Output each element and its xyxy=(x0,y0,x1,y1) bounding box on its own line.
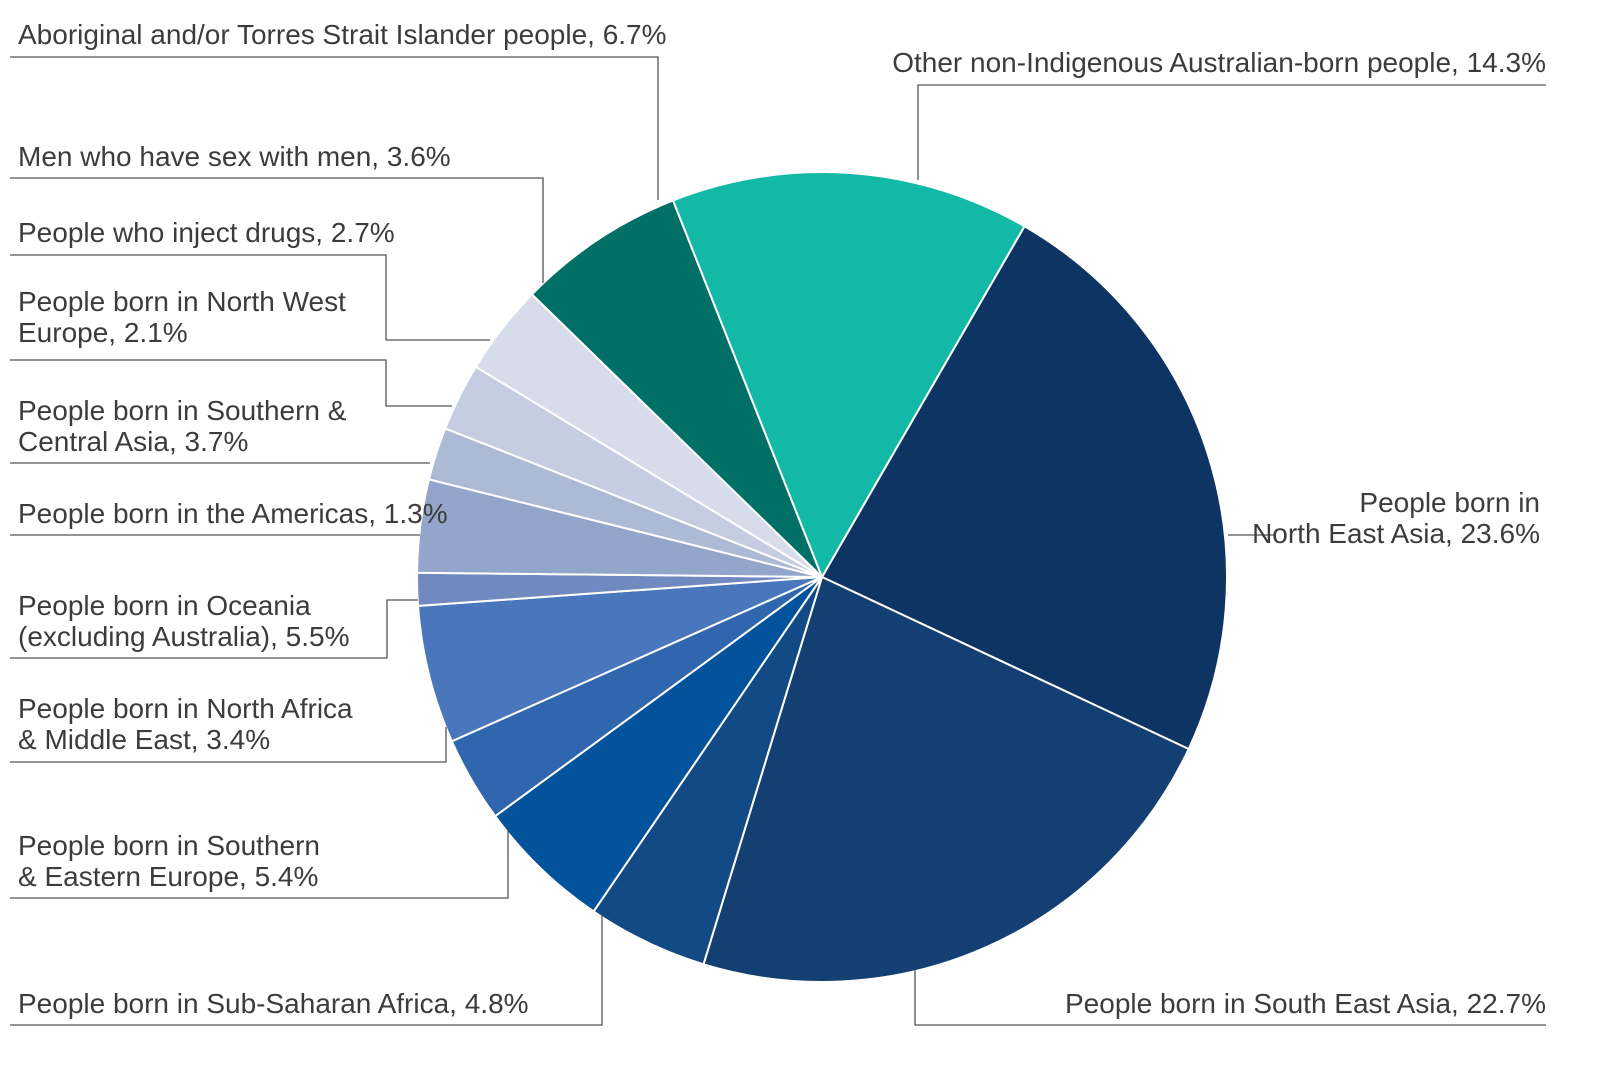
leader-line xyxy=(10,359,452,407)
slice-label-line: Central Asia, 3.7% xyxy=(18,426,248,457)
leader-line xyxy=(10,56,659,200)
pie-slice xyxy=(493,576,823,913)
slice-label-line: Men who have sex with men, 3.6% xyxy=(18,141,451,172)
slice-label: People born in North Africa & Middle East… xyxy=(18,693,353,755)
slice-label-line: People born in North West xyxy=(18,286,346,317)
leader-line xyxy=(10,830,509,899)
slice-label-line: & Eastern Europe, 5.4% xyxy=(18,861,318,892)
slice-label: Men who have sex with men, 3.6% xyxy=(18,141,451,172)
slice-label-line: Other non-Indigenous Australian-born peo… xyxy=(892,47,1546,78)
leader-line xyxy=(914,970,1546,1026)
slice-label: People born in Southern & Eastern Europe,… xyxy=(18,830,320,892)
slice-label-line: People born in Sub-Saharan Africa, 4.8% xyxy=(18,988,529,1019)
slice-label-line: Aboriginal and/or Torres Strait Islander… xyxy=(18,19,667,50)
slice-label-line: Europe, 2.1% xyxy=(18,317,188,348)
slice-label-line: & Middle East, 3.4% xyxy=(18,724,270,755)
slice-labels: People born in North East Asia, 23.6%Peop… xyxy=(18,19,1546,1019)
slice-label-line: People born in Oceania xyxy=(18,590,311,621)
slice-label-line: People born in Southern xyxy=(18,830,320,861)
slice-label: People born in the Americas, 1.3% xyxy=(18,498,448,529)
pie-slice xyxy=(820,224,1228,751)
leader-line xyxy=(10,915,603,1026)
slice-label-line: North East Asia, 23.6% xyxy=(1252,518,1540,549)
pie-slice xyxy=(671,171,1026,580)
leader-line xyxy=(10,727,447,763)
pie-slices xyxy=(416,171,1228,983)
slice-label: People born in South East Asia, 22.7% xyxy=(1065,988,1546,1019)
leader-line xyxy=(917,84,1546,180)
slice-label-line: (excluding Australia), 5.5% xyxy=(18,621,350,652)
slice-label-line: People born in xyxy=(1359,487,1540,518)
slice-label: Other non-Indigenous Australian-born peo… xyxy=(892,47,1546,78)
slice-label: People born in North East Asia, 23.6% xyxy=(1252,487,1540,549)
pie-slice xyxy=(702,575,1190,983)
slice-label: People born in Oceania (excluding Austral… xyxy=(18,590,350,652)
leader-line xyxy=(10,177,544,283)
leader-line xyxy=(10,599,418,659)
leader-line xyxy=(10,254,490,341)
pie-slice xyxy=(416,576,823,743)
slice-label-line: People born in North Africa xyxy=(18,693,353,724)
leader-lines xyxy=(10,56,1546,1026)
slice-label: Aboriginal and/or Torres Strait Islander… xyxy=(18,19,667,50)
slice-label: People born in North West Europe, 2.1% xyxy=(18,286,346,348)
slice-label-line: People born in Southern & xyxy=(18,395,347,426)
slice-label: People born in Sub-Saharan Africa, 4.8% xyxy=(18,988,529,1019)
slice-label-line: People born in South East Asia, 22.7% xyxy=(1065,988,1546,1019)
slice-label-line: People who inject drugs, 2.7% xyxy=(18,217,395,248)
slice-label-line: People born in the Americas, 1.3% xyxy=(18,498,448,529)
slice-label: People born in Southern & Central Asia, 3… xyxy=(18,395,347,457)
pie-slice xyxy=(530,199,823,578)
slice-label: People who inject drugs, 2.7% xyxy=(18,217,395,248)
